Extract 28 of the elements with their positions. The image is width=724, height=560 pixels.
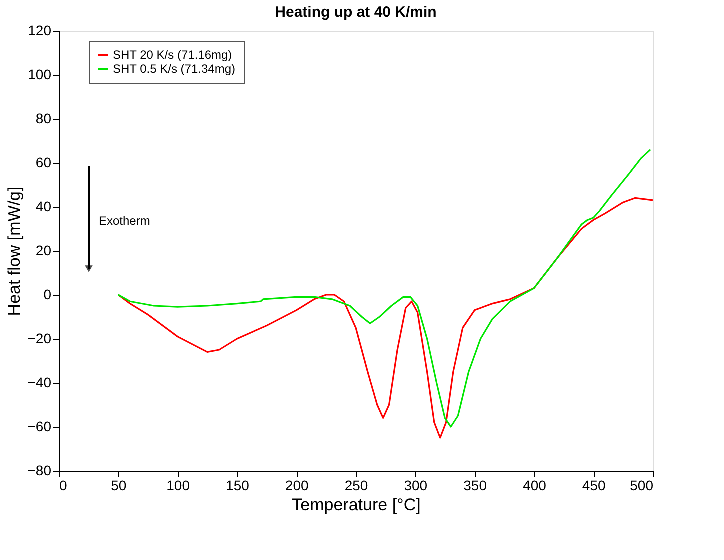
y-tick-label: 0 <box>44 286 52 302</box>
annotation: Exotherm <box>99 214 150 228</box>
y-tick-label: −40 <box>28 374 52 390</box>
x-axis-title: Temperature [°C] <box>292 496 421 514</box>
x-tick-label: 350 <box>464 478 488 494</box>
y-tick-label: −80 <box>28 462 52 478</box>
y-tick-label: 100 <box>28 66 52 82</box>
y-tick-label: −60 <box>28 418 52 434</box>
x-tick-label: 150 <box>226 478 250 494</box>
legend-label: SHT 20 K/s (71.16mg) <box>113 48 232 62</box>
x-tick-label: 400 <box>523 478 547 494</box>
x-tick-label: 200 <box>285 478 309 494</box>
y-tick-label: 40 <box>36 198 52 214</box>
chart-title: Heating up at 40 K/min <box>275 4 437 21</box>
y-axis-title: Heat flow [mW/g] <box>4 186 24 316</box>
y-tick-label: 60 <box>36 154 52 170</box>
x-tick-label: 0 <box>60 478 68 494</box>
y-tick-label: −20 <box>28 330 52 346</box>
legend-label: SHT 0.5 K/s (71.34mg) <box>113 62 236 76</box>
x-tick-label: 500 <box>630 478 654 494</box>
x-tick-label: 100 <box>166 478 190 494</box>
x-tick-label: 50 <box>111 478 127 494</box>
x-tick-label: 250 <box>344 478 368 494</box>
x-tick-label: 450 <box>582 478 606 494</box>
y-tick-label: 80 <box>36 110 52 126</box>
y-tick-label: 20 <box>36 242 52 258</box>
y-tick-label: 120 <box>28 22 52 38</box>
x-tick-label: 300 <box>404 478 428 494</box>
